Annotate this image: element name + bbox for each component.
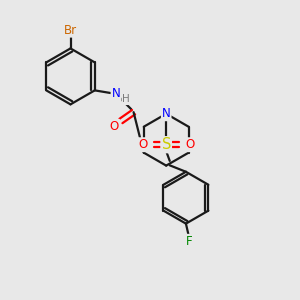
Text: O: O <box>110 120 119 133</box>
Text: S: S <box>161 137 171 152</box>
Text: Br: Br <box>64 24 77 37</box>
Text: O: O <box>138 138 147 151</box>
Text: H: H <box>122 94 130 104</box>
Text: N: N <box>112 87 120 101</box>
Text: N: N <box>162 107 171 120</box>
Text: O: O <box>185 138 194 151</box>
Text: F: F <box>186 235 193 248</box>
